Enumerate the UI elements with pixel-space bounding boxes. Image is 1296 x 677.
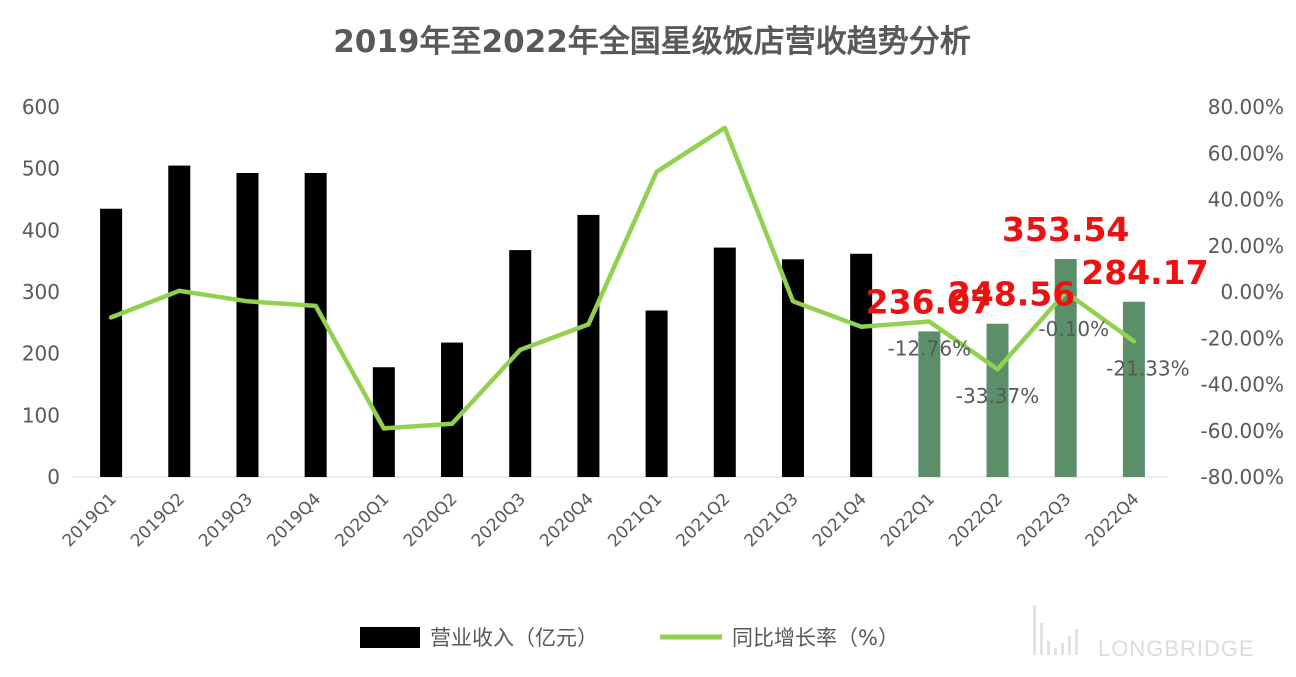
left-tick-label: 500 — [22, 157, 60, 181]
revenue-value-label: 284.17 — [1081, 253, 1208, 292]
legend-label-revenue: 营业收入（亿元） — [430, 626, 598, 650]
revenue-bar — [645, 310, 668, 477]
watermark-logo-icon — [1033, 605, 1078, 655]
revenue-bar — [1122, 301, 1145, 477]
x-tick-label: 2020Q2 — [400, 489, 462, 551]
revenue-bar — [713, 247, 736, 477]
left-tick-label: 400 — [22, 218, 60, 242]
legend-swatch-bar — [360, 627, 420, 648]
x-tick-label: 2020Q1 — [332, 489, 394, 551]
right-tick-label: 40.00% — [1208, 188, 1284, 212]
x-tick-label: 2022Q4 — [1082, 489, 1144, 551]
revenue-value-label: 353.54 — [1002, 210, 1129, 249]
right-axis: -80.00% -60.00% -40.00% -20.00% 0.00% 20.00% 4… — [1201, 95, 1284, 489]
right-tick-label: -40.00% — [1201, 373, 1284, 397]
right-tick-label: 0.00% — [1220, 280, 1284, 304]
watermark-text: LONGBRIDGE — [1098, 636, 1255, 661]
left-tick-label: 0 — [47, 465, 60, 489]
x-tick-label: 2022Q3 — [1013, 489, 1075, 551]
left-tick-label: 600 — [22, 95, 60, 119]
x-tick-label: 2019Q1 — [59, 489, 121, 551]
revenue-bar — [100, 208, 123, 477]
legend: 营业收入（亿元） 同比增长率（%） — [360, 626, 899, 650]
x-axis: 2019Q1 2019Q2 2019Q3 2019Q4 2020Q1 2020Q2 2020… — [59, 489, 1144, 551]
revenue-bar — [509, 250, 532, 477]
revenue-value-label: 236.07 — [866, 282, 993, 321]
right-tick-label: -60.00% — [1201, 419, 1284, 443]
x-tick-label: 2021Q4 — [809, 489, 871, 551]
x-tick-label: 2020Q3 — [468, 489, 530, 551]
left-tick-label: 100 — [22, 403, 60, 427]
growth-value-label: -21.33% — [1106, 356, 1189, 380]
right-tick-label: 20.00% — [1208, 234, 1284, 258]
left-tick-label: 200 — [22, 342, 60, 366]
revenue-bar — [918, 331, 941, 477]
right-tick-label: 60.00% — [1208, 141, 1284, 165]
revenue-bar — [168, 165, 191, 478]
x-tick-label: 2020Q4 — [536, 489, 598, 551]
x-tick-label: 2021Q1 — [604, 489, 666, 551]
x-tick-label: 2019Q4 — [263, 489, 325, 551]
revenue-value-label: 248.56 — [948, 275, 1075, 314]
left-tick-label: 300 — [22, 280, 60, 304]
left-axis: 0 100 200 300 400 500 600 — [22, 95, 60, 489]
revenue-bar — [304, 172, 327, 477]
right-tick-label: 80.00% — [1208, 95, 1284, 119]
x-tick-label: 2021Q3 — [741, 489, 803, 551]
growth-value-label: -0.10% — [1038, 317, 1109, 341]
revenue-bar — [441, 342, 464, 477]
x-tick-label: 2019Q2 — [127, 489, 189, 551]
growth-rate-line — [108, 125, 1137, 431]
x-tick-label: 2022Q2 — [945, 489, 1007, 551]
bar-series — [100, 165, 1145, 478]
x-tick-label: 2021Q2 — [672, 489, 734, 551]
right-tick-label: -80.00% — [1201, 465, 1284, 489]
growth-value-label: -33.37% — [956, 384, 1039, 408]
revenue-bar — [850, 253, 873, 477]
revenue-bar — [1054, 258, 1077, 477]
revenue-bar — [372, 367, 395, 477]
revenue-bar — [577, 214, 600, 477]
chart-title: 2019年至2022年全国星级饭店营收趋势分析 — [333, 24, 971, 60]
revenue-bar — [781, 259, 804, 477]
x-tick-label: 2022Q1 — [877, 489, 939, 551]
legend-label-growth: 同比增长率（%） — [732, 626, 899, 650]
x-tick-label: 2019Q3 — [195, 489, 257, 551]
revenue-bar — [236, 172, 259, 477]
growth-value-label: -12.76% — [888, 337, 971, 361]
watermark: LONGBRIDGE — [1033, 605, 1255, 661]
right-tick-label: -20.00% — [1201, 326, 1284, 350]
